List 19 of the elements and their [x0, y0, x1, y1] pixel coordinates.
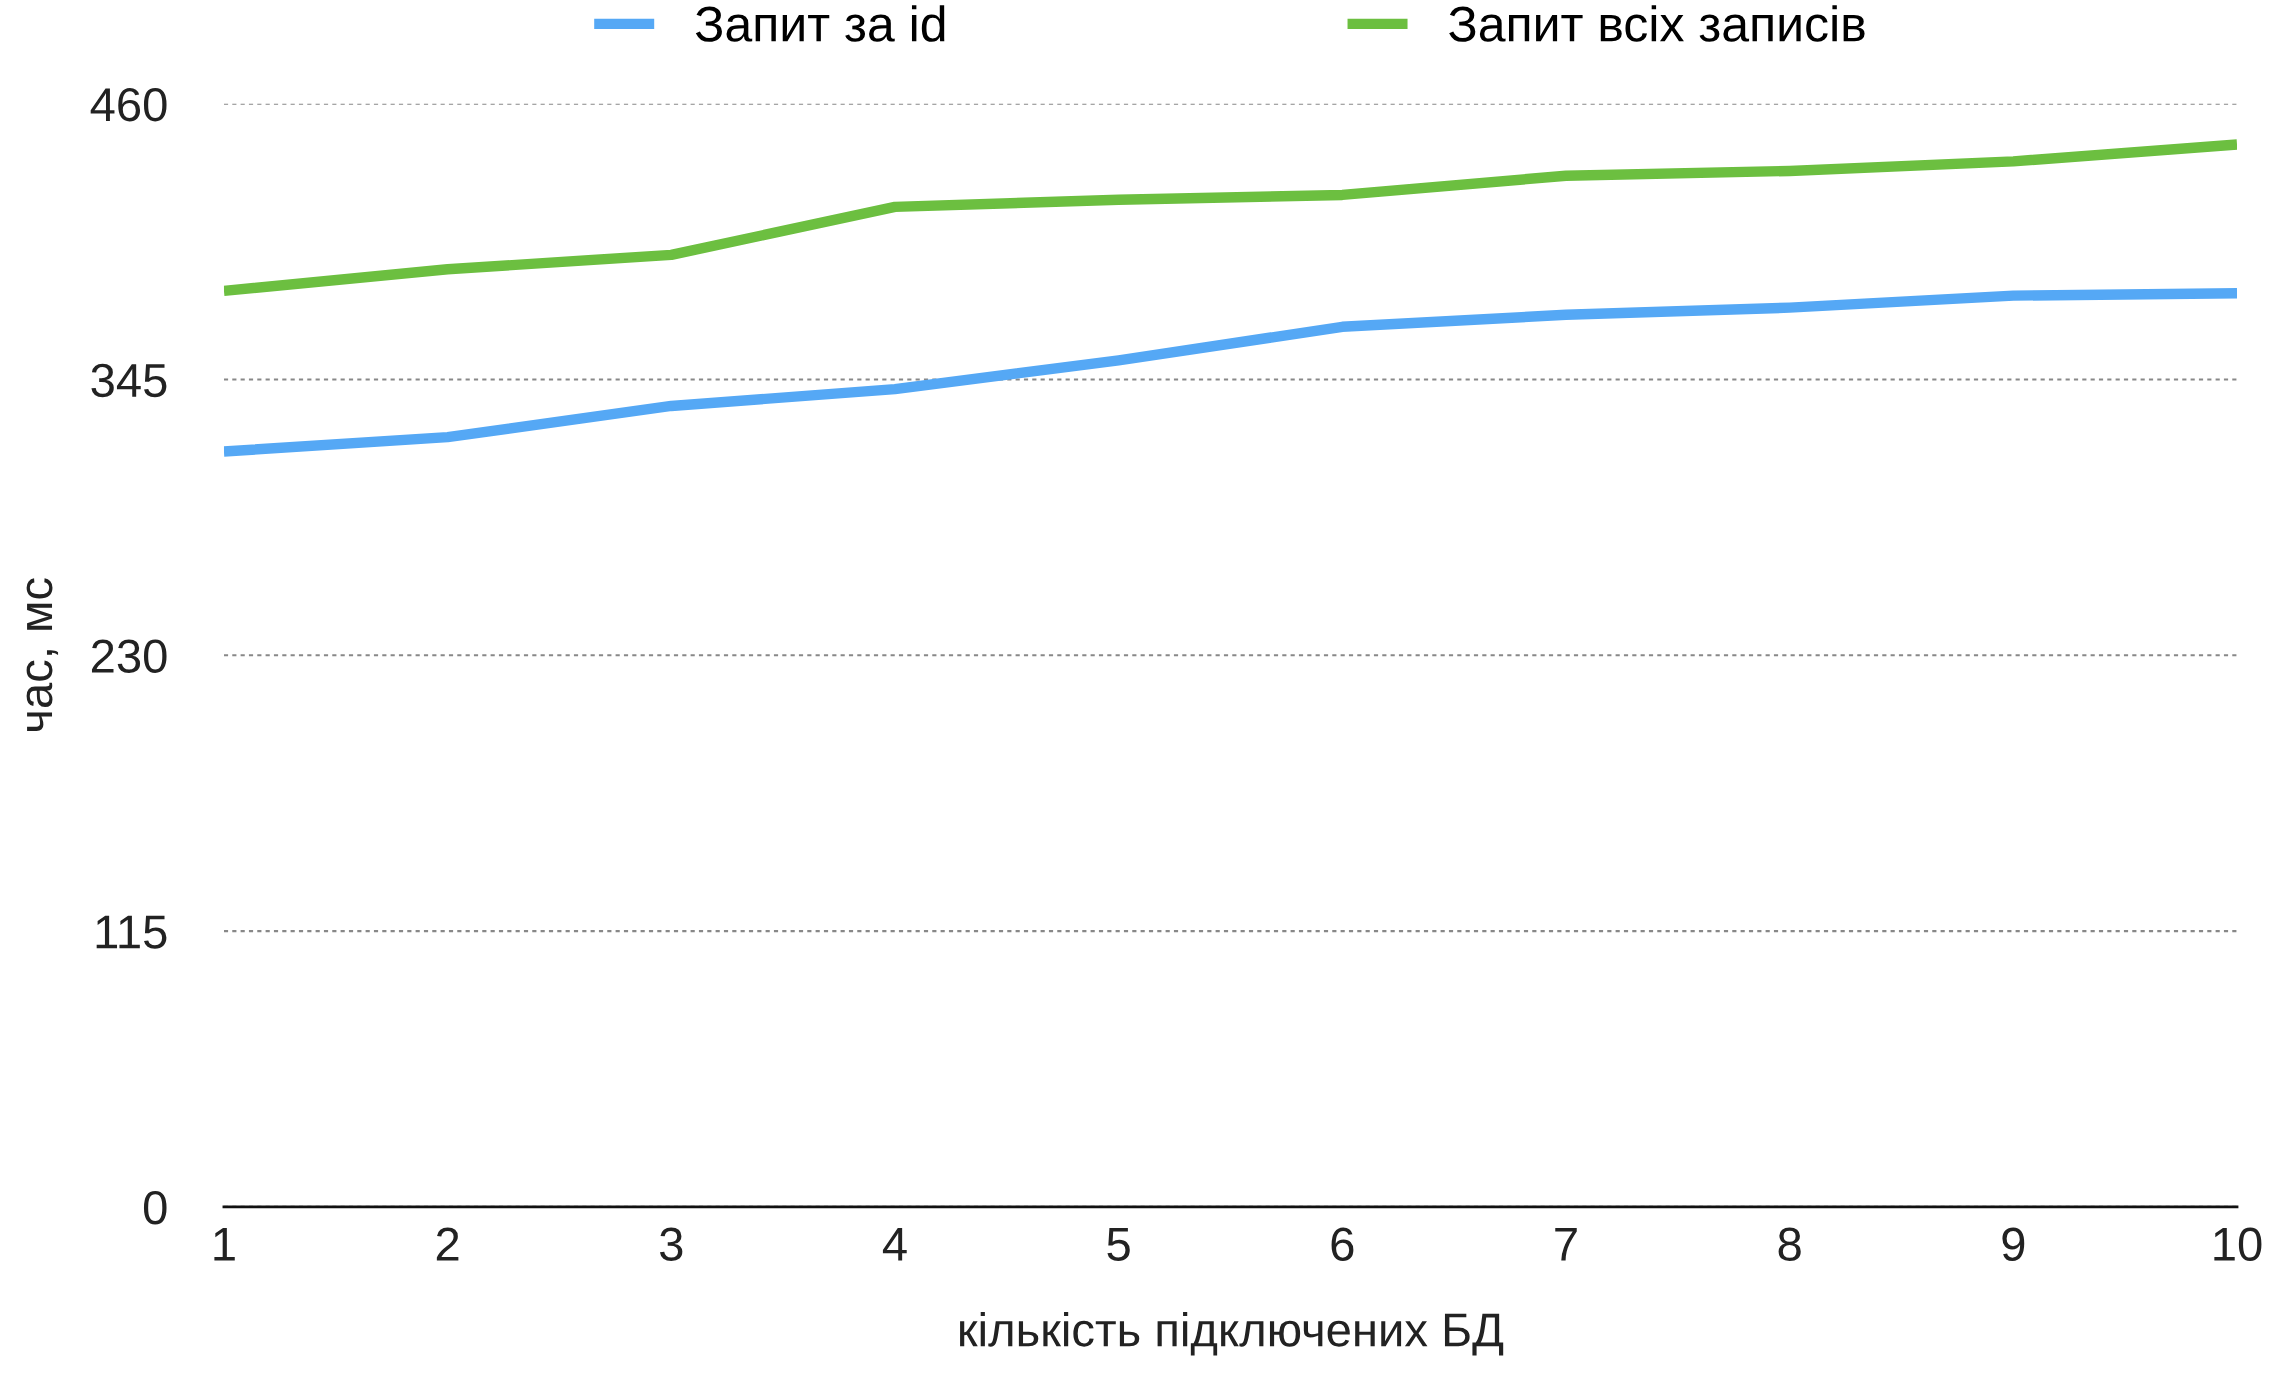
x-tick-label: 1	[214, 1228, 235, 1261]
x-axis-title: кількість підключених БД	[960, 1311, 1504, 1356]
x-tick-label: 7	[1555, 1228, 1577, 1261]
y-tick-label: 460	[90, 87, 167, 122]
y-tick-label: 115	[96, 915, 167, 949]
legend-label: Запит всіх записів	[1449, 5, 1865, 42]
x-tick-label: 5	[1107, 1228, 1130, 1261]
legend-label: Запит за id	[695, 5, 945, 42]
x-tick-label: 3	[659, 1227, 683, 1261]
x-tick-label: 4	[882, 1228, 907, 1261]
x-tick-label: 2	[436, 1227, 459, 1261]
y-axis-title: час, мс	[26, 578, 59, 731]
y-tick-label: 345	[91, 363, 167, 398]
x-tick-label: 9	[2002, 1227, 2025, 1261]
y-tick-label: 230	[91, 639, 167, 673]
x-tick-label: 10	[2214, 1227, 2262, 1261]
y-tick-label: 0	[143, 1190, 167, 1225]
x-tick-label: 6	[1331, 1227, 1354, 1261]
x-tick-label: 8	[1778, 1227, 1801, 1261]
